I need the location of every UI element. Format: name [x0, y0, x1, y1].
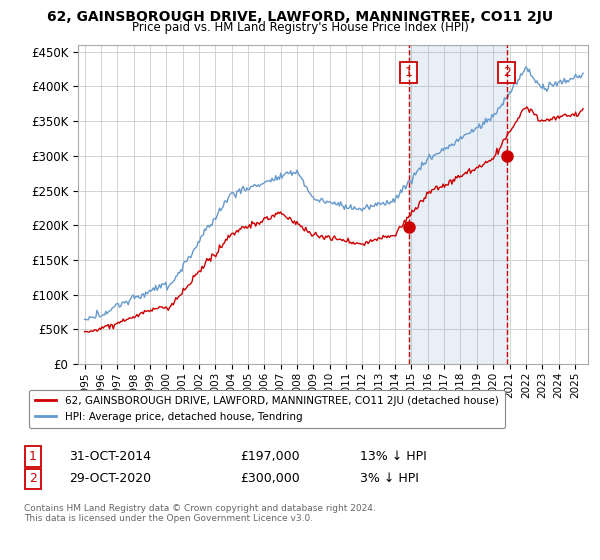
Text: 31-OCT-2014: 31-OCT-2014	[69, 450, 151, 463]
Text: £197,000: £197,000	[240, 450, 299, 463]
Text: 62, GAINSBOROUGH DRIVE, LAWFORD, MANNINGTREE, CO11 2JU: 62, GAINSBOROUGH DRIVE, LAWFORD, MANNING…	[47, 10, 553, 24]
Text: £300,000: £300,000	[240, 472, 300, 486]
Text: 2: 2	[29, 472, 37, 486]
Text: 2: 2	[503, 66, 511, 79]
Bar	[409, 45, 507, 364]
Text: 1: 1	[405, 66, 413, 79]
Text: 3% ↓ HPI: 3% ↓ HPI	[360, 472, 419, 486]
Text: Price paid vs. HM Land Registry's House Price Index (HPI): Price paid vs. HM Land Registry's House …	[131, 21, 469, 34]
Text: Contains HM Land Registry data © Crown copyright and database right 2024.
This d: Contains HM Land Registry data © Crown c…	[24, 504, 376, 524]
Text: 13% ↓ HPI: 13% ↓ HPI	[360, 450, 427, 463]
Legend: 62, GAINSBOROUGH DRIVE, LAWFORD, MANNINGTREE, CO11 2JU (detached house), HPI: Av: 62, GAINSBOROUGH DRIVE, LAWFORD, MANNING…	[29, 390, 505, 428]
Text: 29-OCT-2020: 29-OCT-2020	[69, 472, 151, 486]
Text: 1: 1	[29, 450, 37, 463]
